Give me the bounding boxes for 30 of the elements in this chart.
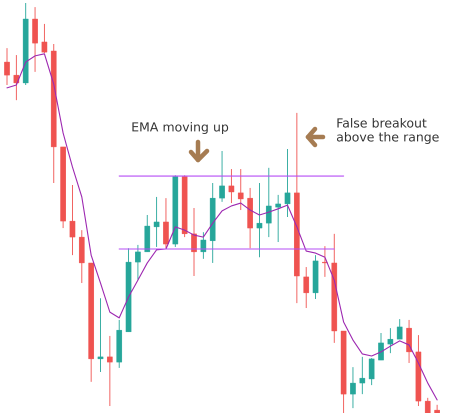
candlestick xyxy=(135,244,141,281)
candlestick xyxy=(303,266,310,308)
candlestick xyxy=(378,332,384,361)
candlestick xyxy=(200,232,206,260)
annotation: EMA moving up xyxy=(132,122,228,134)
candlestick xyxy=(4,48,10,86)
candlestick xyxy=(406,319,412,364)
candlestick xyxy=(350,366,356,409)
annotation: False breakout above the range xyxy=(336,118,439,144)
candlestick xyxy=(424,397,431,413)
candlestick xyxy=(163,198,169,250)
candlestick xyxy=(266,167,272,238)
candlestick xyxy=(98,298,104,372)
candlestick xyxy=(396,318,403,340)
candlestick xyxy=(154,196,160,248)
candlestick xyxy=(228,168,234,204)
candlestick xyxy=(359,356,366,395)
candlestick xyxy=(256,182,262,258)
candlestick xyxy=(238,168,244,210)
candlestick xyxy=(42,23,48,54)
candlestick xyxy=(191,208,197,277)
candlestick xyxy=(322,246,328,278)
candlestick xyxy=(275,194,281,242)
candlestick xyxy=(14,54,20,101)
candlestick xyxy=(388,328,394,354)
candlestick xyxy=(219,150,225,202)
candlestick xyxy=(107,335,113,406)
candlestick xyxy=(284,148,290,218)
candlestick xyxy=(70,184,76,256)
candlestick xyxy=(368,358,374,386)
